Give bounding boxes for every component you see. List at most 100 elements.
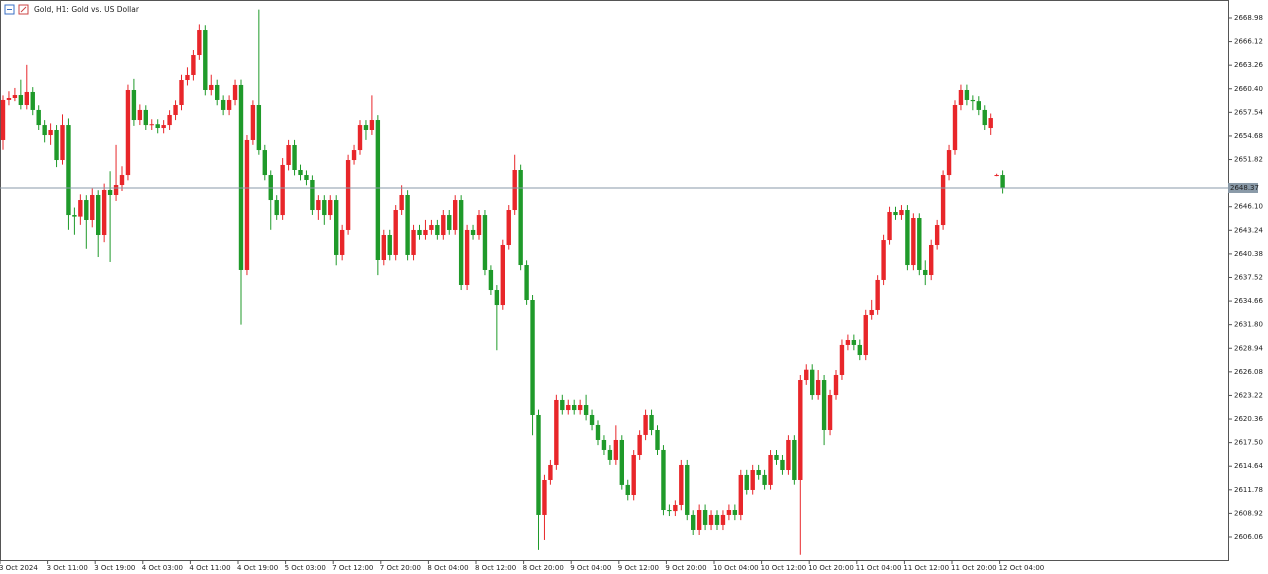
candle-body <box>934 225 940 245</box>
candle-body <box>738 474 743 515</box>
plot-frame <box>0 0 1229 561</box>
candle-body <box>167 114 172 126</box>
candle-body <box>750 470 755 490</box>
candle-body <box>887 211 892 241</box>
candle-body <box>197 30 202 56</box>
candle-body <box>673 504 678 512</box>
candle-body <box>464 229 470 285</box>
candle-body <box>316 200 321 211</box>
x-tick-label: 9 Oct 04:00 <box>570 564 611 572</box>
x-tick-label: 11 Oct 04:00 <box>856 564 902 572</box>
candle-body <box>48 129 53 136</box>
candle-body <box>488 269 494 291</box>
candle-body <box>101 189 107 236</box>
candle-body <box>566 405 571 411</box>
chart-title: Gold, H1: Gold vs. US Dollar <box>34 5 140 14</box>
y-tick-label: 2651.82 <box>1234 156 1263 164</box>
candle-body <box>429 225 434 230</box>
candle-body <box>84 200 89 220</box>
candle-body <box>0 99 6 140</box>
candle-body <box>238 84 244 270</box>
x-tick-label: 8 Oct 12:00 <box>475 564 516 572</box>
candle-body <box>435 225 440 236</box>
candle-body <box>911 218 916 266</box>
candle-body <box>756 470 761 475</box>
x-tick-label: 9 Oct 20:00 <box>665 564 706 572</box>
candle-body <box>113 185 119 195</box>
candle-body <box>899 210 904 216</box>
candle-body <box>655 430 660 450</box>
candle-body <box>952 105 958 151</box>
candle-body <box>982 109 987 126</box>
candle-body <box>173 105 178 115</box>
candle-body <box>524 265 529 301</box>
x-tick-label: 12 Oct 04:00 <box>999 564 1045 572</box>
candle-body <box>589 414 595 425</box>
candle-body <box>905 210 910 266</box>
candle-body <box>827 395 833 431</box>
candle-body <box>667 510 672 512</box>
candle-body <box>78 200 83 217</box>
candle-body <box>209 84 214 90</box>
candle-body <box>542 479 547 515</box>
candle-body <box>18 95 24 106</box>
candle-body <box>393 210 398 255</box>
candle-body <box>149 124 154 126</box>
x-tick-label: 10 Oct 12:00 <box>761 564 807 572</box>
candle-body <box>994 175 999 177</box>
x-tick-label: 10 Oct 04:00 <box>713 564 759 572</box>
y-tick-label: 2606.06 <box>1234 533 1263 541</box>
candle-body <box>970 99 976 102</box>
candle-body <box>286 145 291 165</box>
y-tick-label: 2628.94 <box>1234 344 1263 352</box>
x-tick-label: 9 Oct 12:00 <box>618 564 659 572</box>
candle-body <box>54 129 59 161</box>
candle-body <box>119 175 125 186</box>
candle-body <box>381 235 386 260</box>
y-tick-label: 2631.80 <box>1234 321 1263 329</box>
candle-body <box>554 399 559 465</box>
candle-body <box>143 109 148 126</box>
candle-body <box>250 105 256 140</box>
candle-body <box>869 309 874 316</box>
candle-body <box>185 74 190 81</box>
candle-body <box>262 150 267 176</box>
candle-body <box>696 510 702 530</box>
y-tick-label: 2637.52 <box>1234 273 1263 281</box>
candle-body <box>476 215 482 236</box>
candle-body <box>744 474 749 490</box>
candle-body <box>685 464 690 515</box>
candle-body <box>893 211 898 216</box>
candle-body <box>506 210 511 245</box>
candle-body <box>792 439 797 480</box>
candle-body <box>595 424 601 440</box>
candle-body <box>42 125 47 136</box>
candle-body <box>572 405 577 411</box>
candle-body <box>988 118 993 129</box>
candle-body <box>702 510 708 525</box>
candle-body <box>518 170 523 266</box>
candle-body <box>815 380 821 396</box>
candle-body <box>845 340 851 345</box>
x-tick-label: 11 Oct 20:00 <box>951 564 997 572</box>
y-tick-label: 2608.92 <box>1234 509 1263 517</box>
candle-body <box>226 99 232 110</box>
x-tick-label: 4 Oct 03:00 <box>142 564 183 572</box>
candle-body <box>363 125 369 130</box>
candle-body <box>30 91 35 110</box>
candle-body <box>613 439 619 460</box>
candle-body <box>637 434 642 455</box>
candle-body <box>863 315 868 356</box>
candle-body <box>304 175 309 180</box>
candle-body <box>708 514 714 525</box>
x-tick-label: 4 Oct 19:00 <box>237 564 278 572</box>
y-tick-label: 2663.26 <box>1234 61 1263 69</box>
candle-body <box>923 269 928 276</box>
candle-body <box>560 399 565 411</box>
candle-body <box>256 105 262 151</box>
y-tick-label: 2646.10 <box>1234 203 1263 211</box>
candle-body <box>482 215 488 270</box>
x-tick-label: 3 Oct 11:00 <box>47 564 88 572</box>
candle-body <box>768 454 773 485</box>
